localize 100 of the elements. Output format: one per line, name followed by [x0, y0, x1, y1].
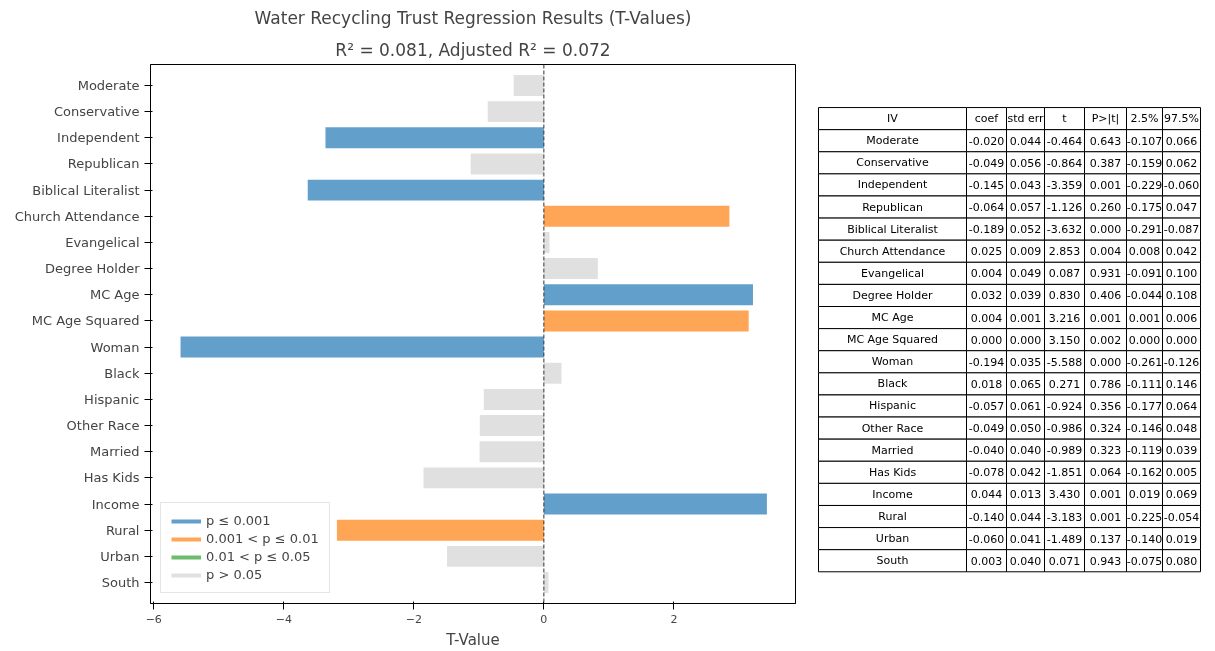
- y-tick-label: Woman: [90, 339, 140, 355]
- y-tick-label: Republican: [67, 156, 140, 172]
- text: 3.216: [1048, 311, 1081, 325]
- y-tick-label: South: [101, 575, 140, 591]
- text: 3.430: [1048, 488, 1081, 502]
- category-label: MC Age: [871, 311, 914, 325]
- x-tick-label: −4: [275, 612, 292, 626]
- y-tick-label: MC Age: [89, 287, 140, 303]
- text: -0.189: [968, 223, 1005, 237]
- chart-title: Water Recycling Trust Regression Results (T-Values): [254, 7, 692, 28]
- text: 0.044: [970, 488, 1003, 502]
- text: 0.643: [1089, 134, 1122, 148]
- text: -0.075: [1126, 554, 1163, 568]
- text: 0.001: [1089, 178, 1122, 192]
- category-label: Biblical Literalist: [847, 222, 938, 236]
- text: 0.324: [1089, 422, 1122, 436]
- category-label: Woman: [871, 355, 914, 369]
- category-label: Church Attendance: [839, 244, 946, 258]
- text: 0.065: [1009, 377, 1042, 391]
- text: 0.039: [1165, 444, 1198, 458]
- text: 0.002: [1089, 333, 1122, 347]
- text: 0.004: [970, 311, 1003, 325]
- x-tick-label: 0: [540, 612, 548, 626]
- text: 0.137: [1089, 532, 1122, 546]
- category-label: Independent: [857, 178, 928, 192]
- text: 0.019: [1128, 488, 1161, 502]
- legend-label: 0.01 < p ≤ 0.05: [206, 549, 311, 564]
- text: -0.049: [968, 156, 1005, 170]
- text: -1.489: [1046, 532, 1083, 546]
- text: 0.000: [1128, 333, 1161, 347]
- text: -0.078: [968, 466, 1005, 480]
- y-tick-label: Rural: [105, 522, 140, 538]
- text: 0.032: [970, 289, 1003, 303]
- text: -0.111: [1126, 377, 1163, 391]
- text: 0.013: [1009, 488, 1042, 502]
- legend-label: 0.001 < p ≤ 0.01: [206, 531, 319, 546]
- text: -0.044: [1126, 289, 1163, 303]
- text: 0.040: [1009, 444, 1042, 458]
- category-label: Republican: [862, 200, 923, 214]
- y-tick-label: Independent: [57, 130, 140, 146]
- text: 0.001: [1128, 311, 1161, 325]
- text: -0.291: [1126, 223, 1163, 237]
- text: 0.062: [1165, 156, 1198, 170]
- category-label: Hispanic: [869, 399, 916, 413]
- text: 0.087: [1048, 267, 1081, 281]
- text: -0.020: [968, 134, 1005, 148]
- y-tick-label: Conservative: [54, 104, 140, 120]
- y-tick-label: Evangelical: [65, 234, 140, 250]
- text: 0.005: [1165, 466, 1198, 480]
- text: 0.001: [1009, 311, 1042, 325]
- y-tick-label: Degree Holder: [45, 261, 141, 277]
- category-label: MC Age Squared: [846, 333, 939, 347]
- text: 0.830: [1048, 289, 1081, 303]
- text: 0.146: [1165, 377, 1198, 391]
- text: 0.080: [1165, 554, 1198, 568]
- category-label: Conservative: [856, 156, 929, 170]
- category-label: Other Race: [861, 421, 924, 435]
- text: 0.050: [1009, 422, 1042, 436]
- text: 0.323: [1089, 444, 1122, 458]
- text: 0.931: [1089, 267, 1122, 281]
- x-tick-label: −6: [145, 612, 162, 626]
- y-tick-label: Moderate: [77, 77, 140, 93]
- y-tick-label: Black: [104, 365, 140, 381]
- category-label: 97.5%: [1164, 112, 1199, 126]
- text: -0.146: [1126, 422, 1163, 436]
- text: 0.069: [1165, 488, 1198, 502]
- text: 0.108: [1165, 289, 1198, 303]
- x-tick-label: −2: [405, 612, 422, 626]
- text: -0.060: [1163, 178, 1200, 192]
- category-label: Married: [871, 443, 914, 457]
- text: 0.035: [1009, 355, 1042, 369]
- text: -0.119: [1126, 444, 1163, 458]
- text: 0.100: [1165, 267, 1198, 281]
- text: -3.359: [1046, 178, 1083, 192]
- text: -5.588: [1046, 355, 1083, 369]
- legend-label: p > 0.05: [206, 567, 263, 582]
- text: -0.040: [968, 444, 1005, 458]
- text: 0.071: [1048, 554, 1081, 568]
- chart-subtitle: R² = 0.081, Adjusted R² = 0.072: [335, 39, 611, 60]
- y-tick-label: Hispanic: [84, 391, 140, 407]
- y-tick-label: Biblical Literalist: [32, 182, 140, 198]
- text: 0.057: [1009, 201, 1042, 215]
- category-label: 2.5%: [1130, 112, 1159, 126]
- text: -0.162: [1126, 466, 1163, 480]
- text: 0.039: [1009, 289, 1042, 303]
- text: -3.632: [1046, 223, 1083, 237]
- category-label: Has Kids: [868, 465, 917, 479]
- text: -0.049: [968, 422, 1005, 436]
- text: -0.054: [1163, 510, 1200, 524]
- text: -1.851: [1046, 466, 1083, 480]
- text: 0.048: [1165, 422, 1198, 436]
- text: 0.003: [970, 554, 1003, 568]
- text: -3.183: [1046, 510, 1083, 524]
- text: 2.853: [1048, 245, 1081, 259]
- y-tick-label: Has Kids: [83, 470, 140, 486]
- y-tick-label: Income: [91, 496, 140, 512]
- text: -0.229: [1126, 178, 1163, 192]
- text: 0.064: [1089, 466, 1122, 480]
- text: -0.087: [1163, 223, 1200, 237]
- category-label: coef: [974, 112, 1000, 126]
